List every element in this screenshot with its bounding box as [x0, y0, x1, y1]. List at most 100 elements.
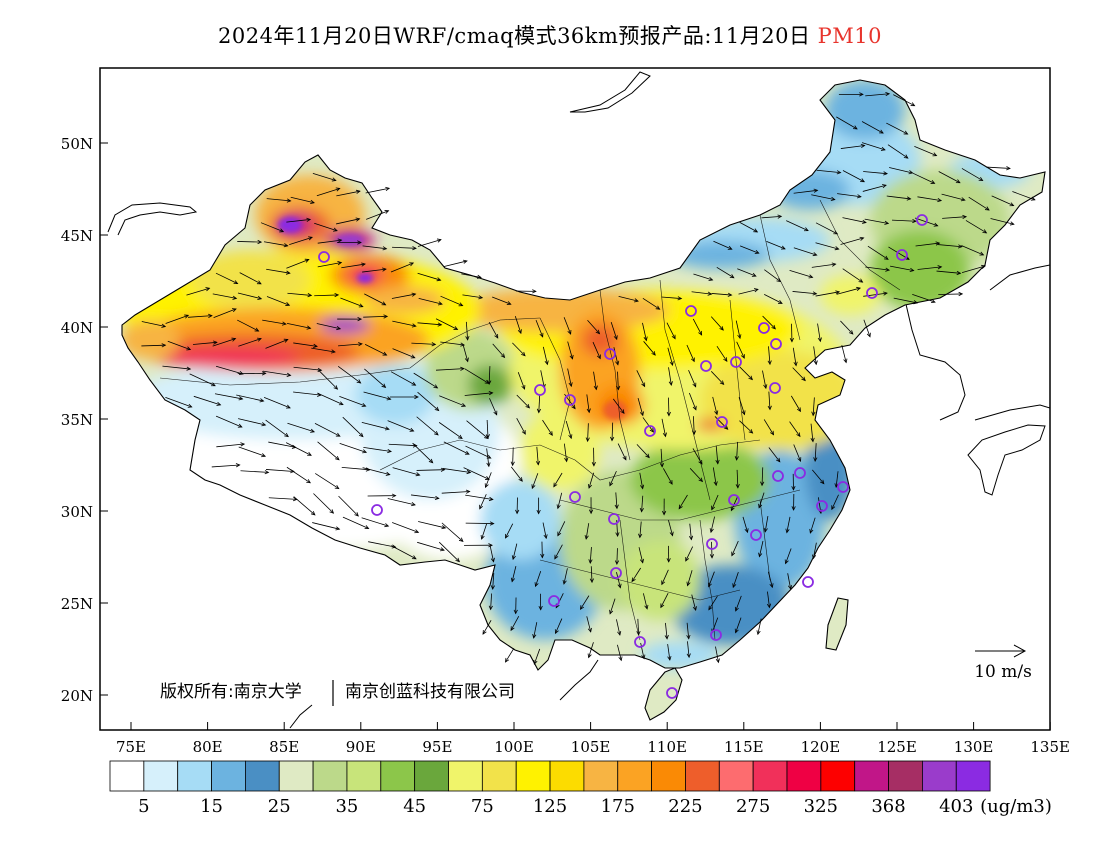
city-marker: [794, 467, 806, 479]
foreign-coastlines: [107, 71, 1050, 729]
city-marker: [666, 687, 678, 699]
colorbar-unit: (ug/m3): [980, 796, 1052, 817]
copyright-right: 南京创蓝科技有限公司: [345, 682, 515, 702]
city-markers: [318, 214, 928, 699]
colorbar-swatch: [515, 760, 551, 792]
colorbar-swatch: [820, 760, 856, 792]
city-marker: [837, 481, 849, 493]
city-marker: [371, 504, 383, 516]
colorbar-swatch: [752, 760, 788, 792]
colorbar-swatch: [481, 760, 517, 792]
city-marker: [728, 494, 740, 506]
longitude-axis: 75E 80E 85E 90E 95E 100E 105E 110E 115E 120E 125E 1…: [116, 722, 1070, 756]
vector-reference: 10 m/s: [974, 644, 1032, 682]
colorbar-label: 175: [601, 796, 635, 817]
colorbar-swatch: [549, 760, 585, 792]
species-label: PM10: [817, 24, 882, 48]
colorbar-swatch: [177, 760, 212, 792]
title-text: 2024年11月20日WRF/cmaq模式36km预报产品:11月20日: [218, 24, 811, 48]
city-marker: [730, 356, 742, 368]
city-marker: [770, 338, 782, 350]
city-marker: [685, 305, 697, 317]
city-marker: [896, 249, 908, 261]
colorbar-swatch: [651, 760, 686, 792]
colorbar-swatch: [380, 760, 416, 792]
lat-tick-label: 25N: [61, 595, 93, 613]
city-marker: [866, 287, 878, 299]
colorbar-swatch: [346, 760, 382, 792]
colorbar-label: 368: [871, 796, 905, 817]
colorbar-label: 75: [471, 796, 494, 817]
city-marker: [644, 425, 656, 437]
colorbar-label: 25: [268, 796, 291, 817]
colorbar-swatch: [211, 760, 246, 792]
city-marker: [716, 416, 728, 428]
city-marker: [534, 384, 546, 396]
colorbar-swatch: [685, 760, 720, 792]
lon-tick-label: 135E: [1030, 738, 1070, 756]
copyright: 版权所有:南京大学 南京创蓝科技有限公司: [160, 680, 515, 706]
colorbar-label: 275: [736, 796, 770, 817]
city-marker: [608, 513, 620, 525]
lat-tick-label: 50N: [61, 135, 93, 153]
colorbar-label: 35: [335, 796, 358, 817]
lon-tick-label: 90E: [346, 738, 376, 756]
lon-tick-label: 130E: [954, 738, 994, 756]
colorbar-label: 15: [200, 796, 223, 817]
colorbar-swatch: [786, 760, 822, 792]
colorbar-label: 125: [533, 796, 567, 817]
lat-tick-label: 20N: [61, 687, 93, 705]
city-marker: [700, 360, 712, 372]
colorbar-swatch: [583, 760, 619, 792]
city-marker: [564, 394, 576, 406]
city-marker: [604, 348, 616, 360]
lat-tick-label: 40N: [61, 319, 93, 337]
city-marker: [750, 529, 762, 541]
lon-tick-label: 95E: [422, 738, 452, 756]
colorbar-label: 225: [668, 796, 702, 817]
lon-tick-label: 105E: [571, 738, 611, 756]
lat-tick-label: 30N: [61, 503, 93, 521]
colorbar: 5 15 25 35 45 75 125 175 225 275 325 368 403 (ug/m3): [109, 760, 1052, 817]
lon-tick-label: 75E: [116, 738, 146, 756]
colorbar-swatch: [718, 760, 754, 792]
city-marker: [710, 629, 722, 641]
city-marker: [634, 636, 646, 648]
colorbar-label: 5: [138, 796, 149, 817]
colorbar-swatch: [414, 760, 449, 792]
city-marker: [816, 500, 828, 512]
colorbar-swatch: [278, 760, 314, 792]
lon-tick-label: 115E: [724, 738, 764, 756]
colorbar-swatch: [854, 760, 889, 792]
lon-tick-label: 120E: [801, 738, 841, 756]
city-marker: [318, 251, 330, 263]
colorbar-swatch: [312, 760, 348, 792]
city-marker: [916, 214, 928, 226]
latitude-axis: 50N 45N 40N 35N 30N 25N 20N: [61, 135, 108, 705]
lon-tick-label: 100E: [494, 738, 534, 756]
colorbar-swatch: [617, 760, 652, 792]
city-marker: [758, 322, 770, 334]
colorbar-swatch: [955, 760, 991, 792]
map-title: 2024年11月20日WRF/cmaq模式36km预报产品:11月20日 PM1…: [0, 20, 1100, 50]
colorbar-label: 325: [804, 796, 838, 817]
lon-tick-label: 85E: [269, 738, 299, 756]
city-marker: [610, 567, 622, 579]
city-marker: [769, 382, 781, 394]
lat-tick-label: 45N: [61, 227, 93, 245]
lat-tick-label: 35N: [61, 411, 93, 429]
colorbar-swatch: [888, 760, 923, 792]
wind-vectors: [141, 91, 1036, 665]
copyright-left: 版权所有:南京大学: [160, 682, 302, 702]
colorbar-label: 45: [403, 796, 426, 817]
vector-reference-label: 10 m/s: [974, 662, 1032, 682]
lon-tick-label: 80E: [193, 738, 223, 756]
city-marker: [548, 595, 560, 607]
china-boundary: [121, 79, 1046, 721]
colorbar-swatch: [448, 760, 483, 792]
colorbar-swatch: [109, 760, 145, 792]
lon-tick-label: 125E: [877, 738, 917, 756]
city-marker: [706, 538, 718, 550]
city-marker: [569, 491, 581, 503]
